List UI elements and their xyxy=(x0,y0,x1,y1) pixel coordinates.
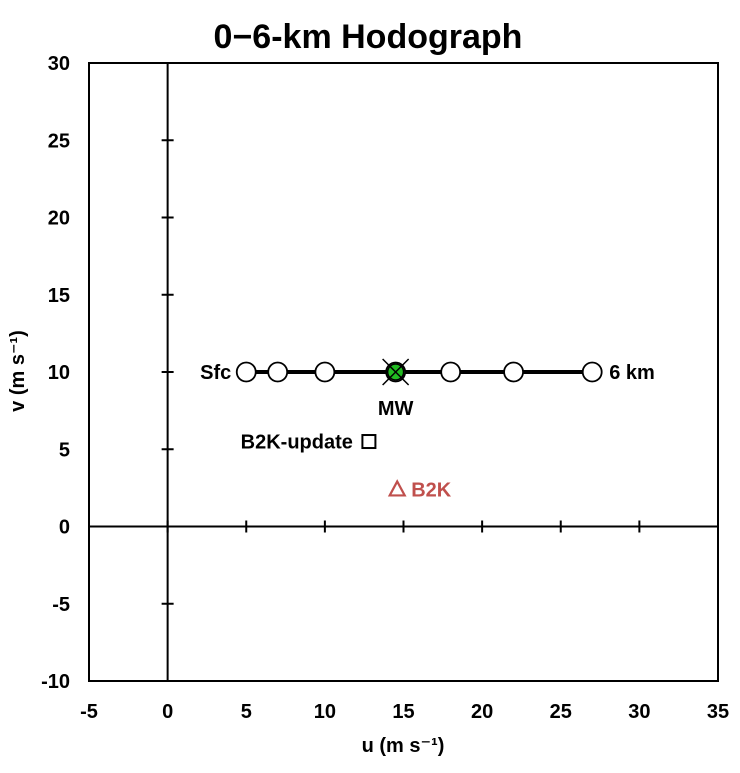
y-axis-label: v (m s⁻¹) xyxy=(7,330,29,412)
x-tick-label: 30 xyxy=(628,701,650,723)
y-tick-label: 20 xyxy=(48,208,70,230)
six-km-label: 6 km xyxy=(609,362,655,384)
hodograph-point xyxy=(503,361,524,383)
x-tick-label: 0 xyxy=(162,701,173,723)
b2k-update-point xyxy=(361,434,377,450)
hodograph-point xyxy=(440,361,462,383)
surface-label: Sfc xyxy=(200,362,231,384)
x-tick-label: 20 xyxy=(471,701,493,723)
x-axis-label: u (m s⁻¹) xyxy=(362,735,445,757)
chart-title: 0−6-km Hodograph xyxy=(214,18,523,56)
b2k-point xyxy=(387,479,407,497)
y-tick-label: -5 xyxy=(52,594,70,616)
y-tick-label: 25 xyxy=(48,130,70,152)
hodograph-point xyxy=(267,361,289,383)
y-tick-label: 10 xyxy=(48,362,70,384)
mw-x-stroke xyxy=(382,358,410,386)
x-tick-label: 35 xyxy=(707,701,729,723)
mw-label: MW xyxy=(378,398,414,420)
y-tick-label: -10 xyxy=(41,671,70,693)
y-tick-label: 15 xyxy=(48,285,70,307)
x-tick-label: 25 xyxy=(550,701,572,723)
b2k-update-label: B2K-update xyxy=(241,432,353,454)
hodograph-point xyxy=(581,361,603,383)
y-tick-label: 5 xyxy=(59,439,70,461)
x-tick-label: 15 xyxy=(392,701,414,723)
y-tick-label: 30 xyxy=(48,53,70,75)
b2k-label: B2K xyxy=(411,479,452,501)
x-tick-label: 10 xyxy=(314,701,336,723)
plot-area-frame xyxy=(88,62,719,682)
x-tick-label: -5 xyxy=(80,701,98,723)
hodograph-point xyxy=(314,361,336,383)
x-tick-label: 5 xyxy=(241,701,252,723)
hodograph-point xyxy=(235,361,257,383)
y-tick-label: 0 xyxy=(59,517,70,539)
mw-marker xyxy=(382,358,410,386)
